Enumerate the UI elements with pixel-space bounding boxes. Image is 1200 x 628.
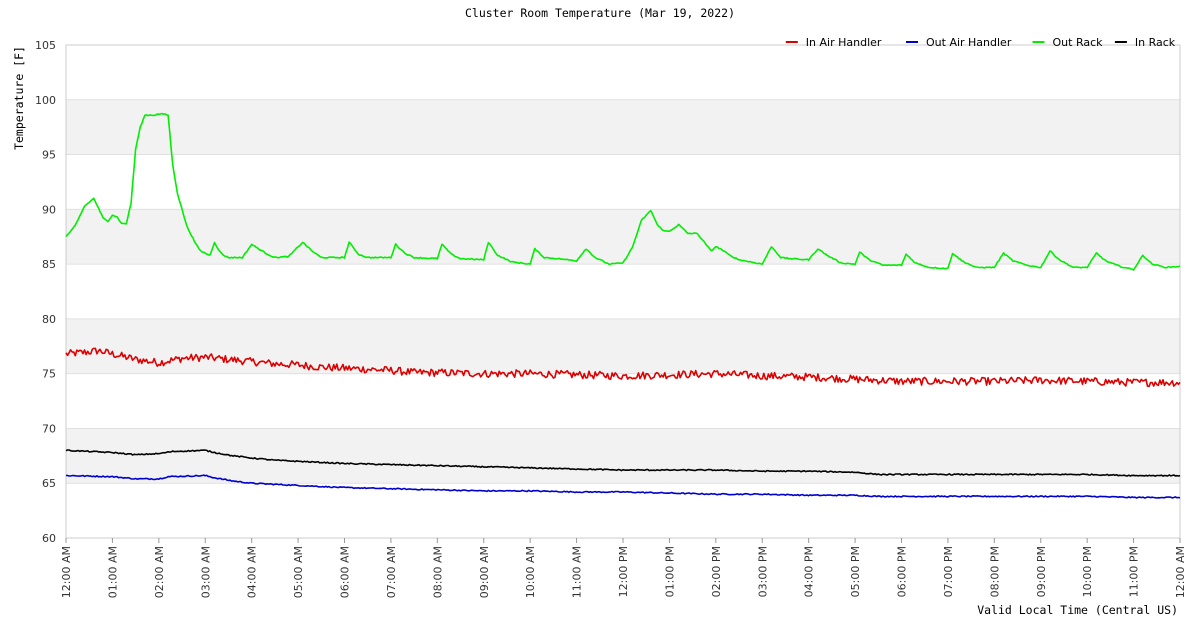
y-tick-label: 75 <box>42 368 56 381</box>
x-tick-label: 04:00 PM <box>803 546 816 597</box>
x-tick-label: 02:00 AM <box>153 546 166 598</box>
x-tick-label: 03:00 AM <box>199 546 212 598</box>
plot-band <box>66 45 1180 100</box>
x-tick-label: 07:00 AM <box>385 546 398 598</box>
y-tick-label: 65 <box>42 477 56 490</box>
y-tick-label: 90 <box>42 203 56 216</box>
y-tick-label: 80 <box>42 313 56 326</box>
series-lines <box>65 112 1181 499</box>
series-line-out-air-handler <box>65 474 1181 499</box>
x-tick-label: 08:00 PM <box>988 546 1001 597</box>
y-tick-label: 95 <box>42 149 56 162</box>
legend-label: Out Rack <box>1053 36 1104 49</box>
grid-lines <box>66 44 1180 539</box>
y-tick-label: 105 <box>35 39 56 52</box>
legend-label: In Rack <box>1135 36 1176 49</box>
series-line-in-rack <box>65 449 1181 477</box>
y-tick-label: 100 <box>35 94 56 107</box>
plot-band <box>66 318 1180 374</box>
legend: In Air Handler Out Air Handler Out Rack In … <box>785 36 1176 49</box>
plot-band <box>66 99 1180 155</box>
x-tick-label: 10:00 PM <box>1081 546 1094 597</box>
chart-title: Cluster Room Temperature (Mar 19, 2022) <box>465 6 735 20</box>
x-tick-label: 07:00 PM <box>942 546 955 597</box>
x-tick-label: 05:00 AM <box>292 546 305 598</box>
x-tick-label: 04:00 AM <box>246 546 259 598</box>
x-tick-label: 06:00 PM <box>896 546 909 597</box>
plot-band <box>66 373 1180 429</box>
x-axis-label: Valid Local Time (Central US) <box>977 603 1178 617</box>
legend-label: In Air Handler <box>806 36 882 49</box>
series-line-in-air-handler <box>65 347 1181 388</box>
x-tick-label: 09:00 AM <box>478 546 491 598</box>
legend-label: Out Air Handler <box>926 36 1012 49</box>
y-axis-ticks: 60 65 70 75 80 85 90 95 100 105 <box>35 39 56 545</box>
y-axis-label: Temperature [F] <box>12 46 26 150</box>
x-tick-label: 02:00 PM <box>710 546 723 597</box>
y-tick-label: 85 <box>42 258 56 271</box>
x-tick-label: 01:00 PM <box>663 546 676 597</box>
x-tick-label: 12:00 AM <box>60 546 73 598</box>
x-tick-label: 12:00 PM <box>617 546 630 597</box>
x-tick-label: 08:00 AM <box>431 546 444 598</box>
y-tick-label: 70 <box>42 422 56 435</box>
x-tick-label: 10:00 AM <box>524 546 537 598</box>
x-tick-label: 03:00 PM <box>756 546 769 597</box>
x-tick-label: 01:00 AM <box>106 546 119 598</box>
x-tick-label: 11:00 PM <box>1128 546 1141 597</box>
plot-band <box>66 264 1180 319</box>
x-tick-label: 09:00 PM <box>1035 546 1048 597</box>
x-tick-label: 11:00 AM <box>571 546 584 598</box>
x-tick-label: 06:00 AM <box>339 546 352 598</box>
plot-band <box>66 209 1180 265</box>
y-tick-label: 60 <box>42 532 56 545</box>
plot-bands <box>66 45 1180 538</box>
plot-band <box>66 154 1180 210</box>
x-tick-label: 12:00 AM <box>1174 546 1187 598</box>
x-axis-ticks: 12:00 AM 01:00 AM 02:00 AM 03:00 AM 04:00 AM… <box>60 538 1187 598</box>
x-tick-label: 05:00 PM <box>849 546 862 597</box>
series-line-out-rack <box>65 112 1181 271</box>
